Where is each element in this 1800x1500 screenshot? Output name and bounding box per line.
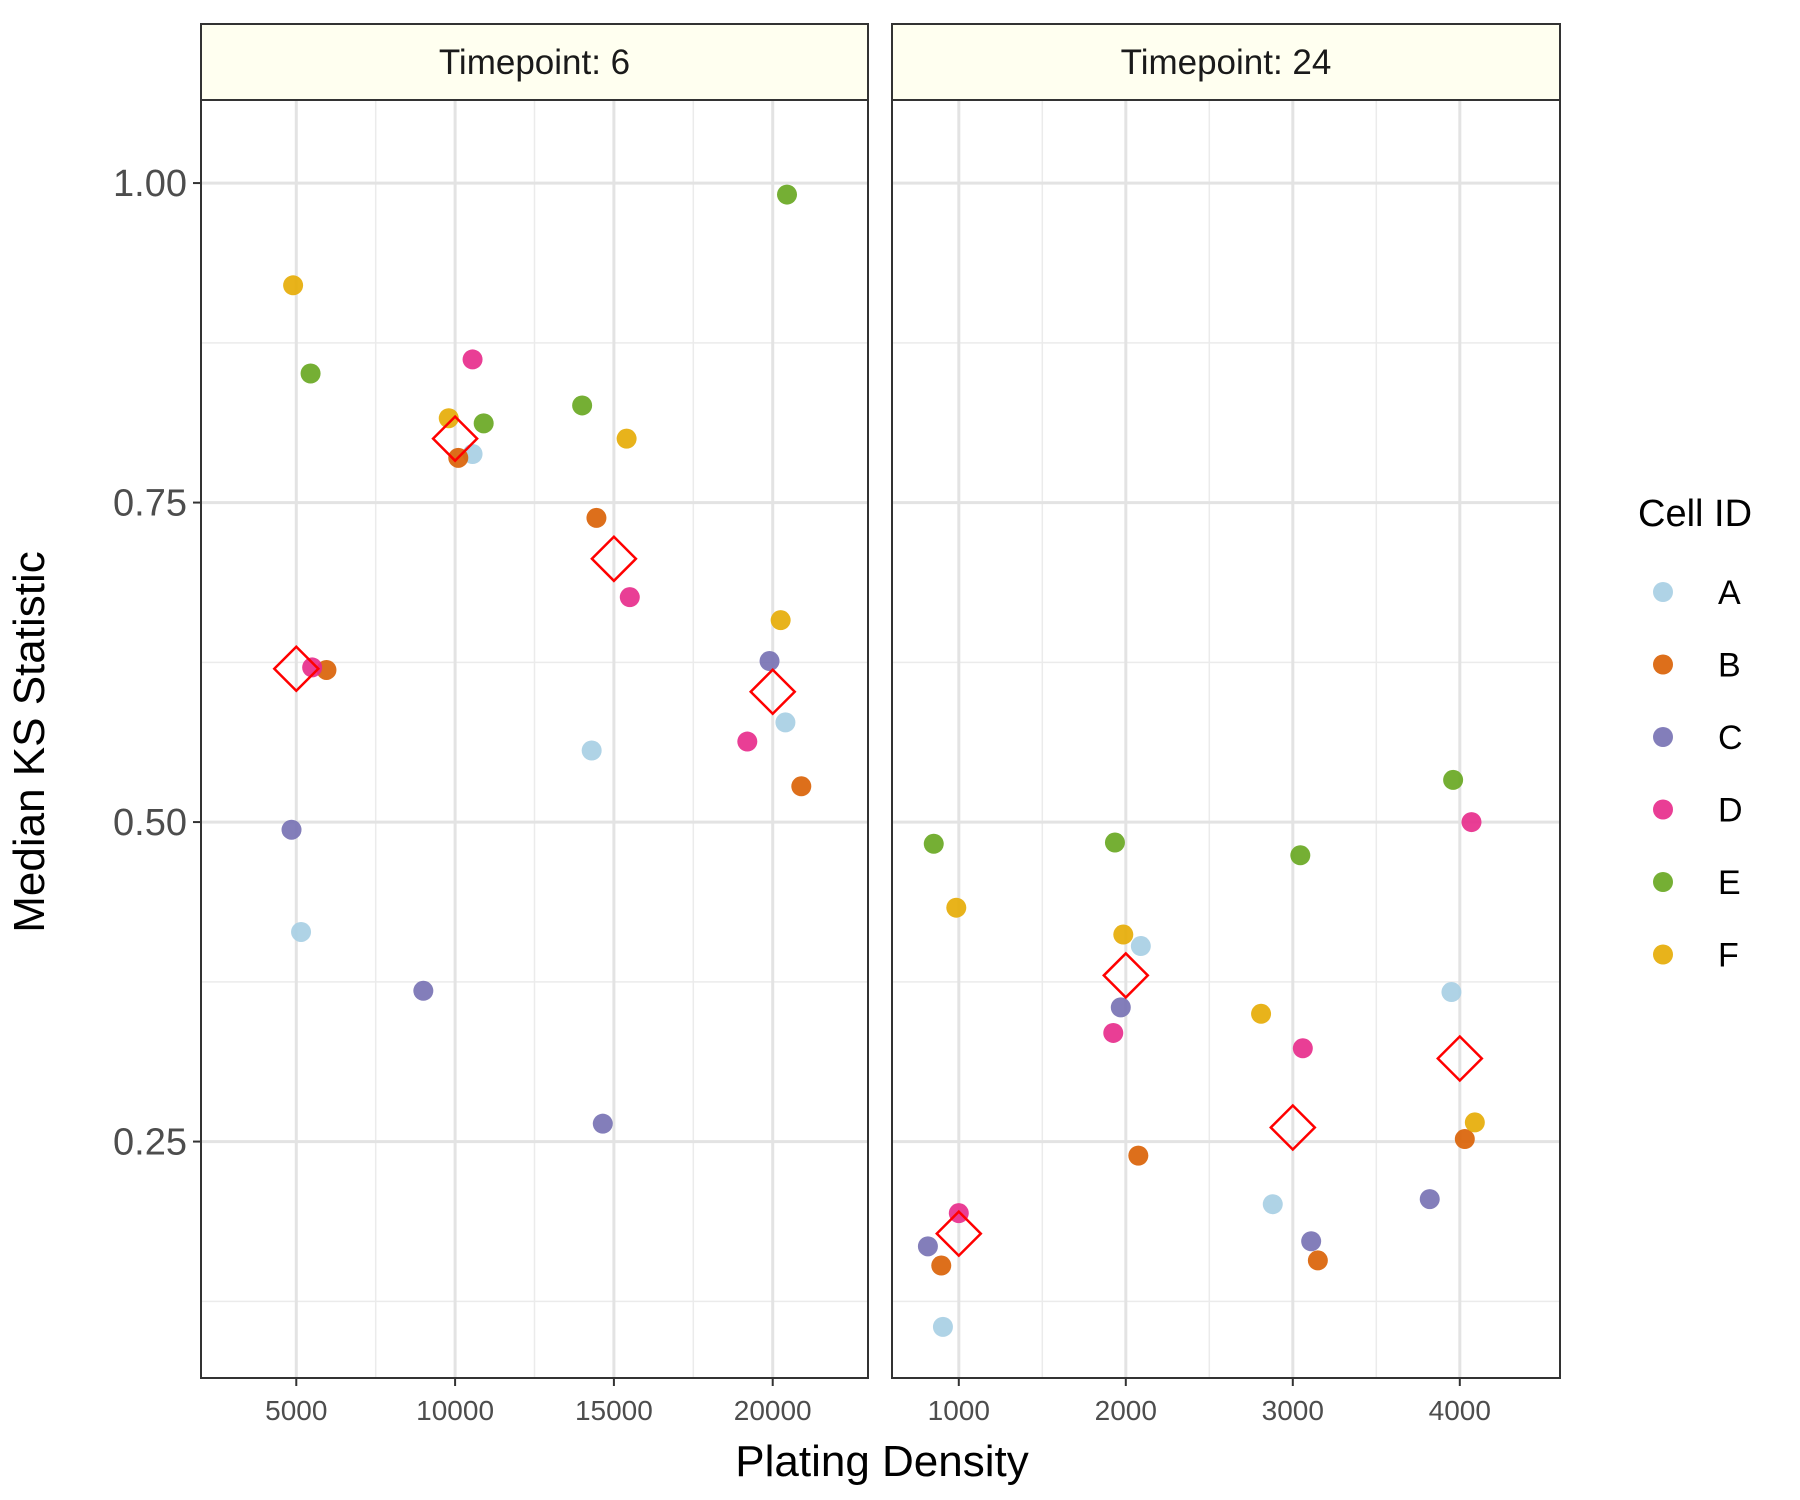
x-tick-label: 5000 xyxy=(265,1395,327,1426)
data-point-c xyxy=(1301,1231,1322,1252)
x-tick-label: 4000 xyxy=(1429,1395,1491,1426)
data-point-f xyxy=(1113,924,1134,945)
panel-background xyxy=(892,100,1560,1378)
data-point-b xyxy=(586,507,607,528)
facet-panel-1: Timepoint: 6 5000 10000 15000 20000 xyxy=(200,23,869,1426)
legend-label: F xyxy=(1718,937,1739,975)
data-point-f xyxy=(438,408,459,429)
facet-strip xyxy=(200,23,869,101)
legend-item-f: F xyxy=(1653,937,1739,975)
data-point-a xyxy=(1441,982,1462,1003)
data-point-e xyxy=(1104,832,1125,853)
mean-diamond xyxy=(590,535,638,583)
facet-panel-2: Timepoint: 24 1000 2000 3000 4000 xyxy=(891,23,1561,1426)
x-tick-label: 3000 xyxy=(1262,1395,1324,1426)
legend-item-d: D xyxy=(1653,792,1743,830)
y-tick-label: 0.50 xyxy=(113,802,187,844)
data-point-e xyxy=(300,363,321,384)
legend-label: B xyxy=(1718,647,1741,685)
data-point-f xyxy=(1251,1003,1272,1024)
data-point-b xyxy=(1454,1129,1475,1150)
mean-diamond xyxy=(431,414,479,463)
data-point-f xyxy=(283,275,304,296)
y-axis: 0.25 0.50 0.75 1.00 xyxy=(113,163,201,1164)
data-point-a xyxy=(581,740,602,761)
legend-key-f xyxy=(1653,944,1673,965)
legend-key-b xyxy=(1653,654,1673,675)
data-point-f xyxy=(946,897,967,918)
legend-item-b: B xyxy=(1653,647,1741,685)
legend-label: E xyxy=(1718,864,1741,902)
x-tick-label: 2000 xyxy=(1095,1395,1157,1426)
data-point-e xyxy=(473,413,494,434)
data-point-c xyxy=(759,651,780,672)
legend-key-e xyxy=(1653,872,1673,892)
data-point-e xyxy=(923,833,944,854)
x-tick-label: 20000 xyxy=(734,1395,812,1426)
x-tick-label: 15000 xyxy=(575,1395,653,1426)
mean-diamond xyxy=(935,1209,983,1258)
data-point-d xyxy=(737,731,758,752)
legend-label: D xyxy=(1718,792,1743,830)
data-point-c xyxy=(281,819,302,840)
data-point-d xyxy=(462,349,483,370)
mean-diamond xyxy=(1102,951,1150,1000)
data-point-d xyxy=(1461,812,1482,833)
data-point-d xyxy=(619,587,640,608)
legend-title: Cell ID xyxy=(1638,493,1752,535)
mean-diamond xyxy=(1269,1103,1317,1152)
data-point-d xyxy=(1103,1022,1124,1043)
data-point-a xyxy=(291,921,312,942)
data-point-f xyxy=(770,610,791,631)
data-point-f xyxy=(616,428,637,449)
legend-label: C xyxy=(1718,719,1743,757)
legend-item-e: E xyxy=(1653,864,1741,902)
mean-diamond xyxy=(748,667,797,716)
y-tick-label: 1.00 xyxy=(113,163,187,205)
data-point-e xyxy=(1290,845,1311,866)
data-point-c xyxy=(592,1113,613,1134)
y-tick-label: 0.75 xyxy=(113,483,187,525)
y-axis-title: Median KS Statistic xyxy=(5,551,54,933)
data-point-e xyxy=(1443,769,1464,790)
data-point-c xyxy=(413,980,434,1001)
x-tick-label: 10000 xyxy=(416,1395,494,1426)
data-point-b xyxy=(1307,1250,1328,1271)
data-point-a xyxy=(932,1316,953,1337)
data-point-e xyxy=(777,184,798,205)
legend-item-c: C xyxy=(1653,719,1743,757)
legend-item-a: A xyxy=(1653,574,1741,612)
data-point-b xyxy=(1128,1145,1149,1166)
mean-diamond xyxy=(272,644,321,693)
data-point-b xyxy=(791,776,812,797)
data-point-a xyxy=(1262,1194,1283,1215)
x-tick-label: 1000 xyxy=(928,1395,990,1426)
y-tick-label: 0.25 xyxy=(113,1122,187,1164)
data-point-c xyxy=(917,1236,938,1257)
legend-label: A xyxy=(1718,574,1741,612)
legend-key-c xyxy=(1653,727,1673,747)
data-point-c xyxy=(1110,997,1131,1018)
facet-strip xyxy=(891,23,1561,101)
data-point-f xyxy=(1464,1112,1485,1133)
data-point-d xyxy=(1292,1038,1313,1059)
facet-strip-label: Timepoint: 24 xyxy=(1121,43,1332,82)
data-point-d xyxy=(302,657,323,678)
data-point-a xyxy=(1130,936,1151,957)
x-axis-title: Plating Density xyxy=(735,1437,1028,1486)
data-point-b xyxy=(931,1255,952,1276)
legend-key-d xyxy=(1653,799,1673,820)
mean-diamond xyxy=(1436,1034,1484,1083)
data-point-e xyxy=(572,395,593,416)
facet-strip-label: Timepoint: 6 xyxy=(439,43,630,82)
data-point-c xyxy=(1419,1189,1440,1210)
data-point-a xyxy=(775,712,796,733)
legend-key-a xyxy=(1653,582,1673,602)
